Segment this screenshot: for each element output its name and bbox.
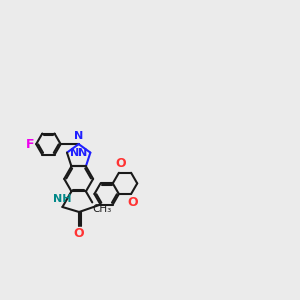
Text: NH: NH bbox=[53, 194, 72, 204]
Text: N: N bbox=[70, 148, 79, 158]
Text: F: F bbox=[26, 138, 35, 151]
Text: O: O bbox=[127, 196, 138, 209]
Text: N: N bbox=[79, 148, 88, 158]
Text: O: O bbox=[115, 158, 126, 170]
Text: N: N bbox=[74, 131, 83, 141]
Text: O: O bbox=[74, 227, 84, 240]
Text: CH₃: CH₃ bbox=[93, 204, 112, 214]
